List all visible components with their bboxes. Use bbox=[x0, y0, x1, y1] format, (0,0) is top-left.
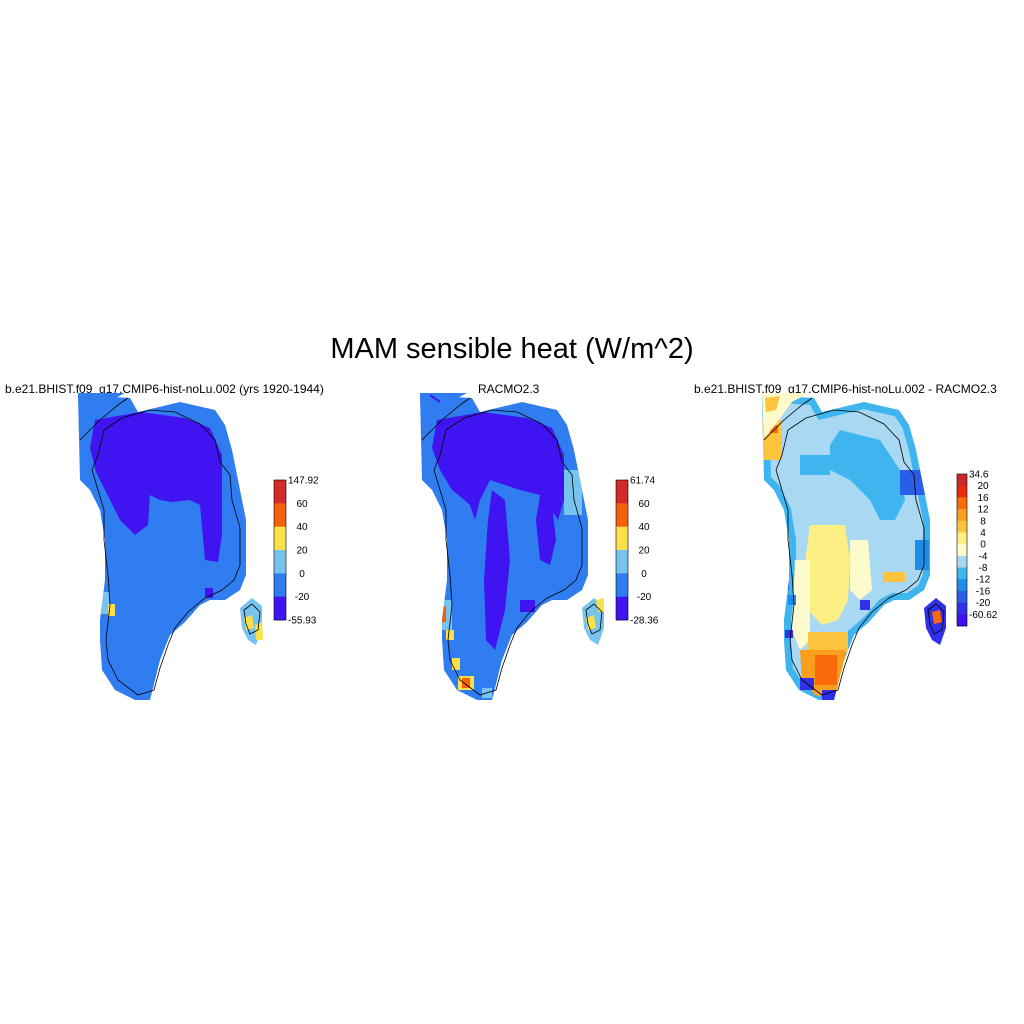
colorbar-tick-label: 60 bbox=[638, 499, 650, 510]
colorbar-tick-label: 16 bbox=[977, 493, 989, 504]
colorbar-swatch bbox=[957, 509, 967, 522]
colorbar-tick-label: -4 bbox=[979, 551, 988, 562]
colorbar-swatch bbox=[616, 503, 628, 527]
map-panel-racmo bbox=[420, 393, 604, 700]
colorbar-tick-label: -12 bbox=[976, 575, 991, 586]
colorbar-tick-label: -20 bbox=[976, 598, 991, 609]
panel-title-difference: b.e21.BHIST.f09_g17.CMIP6-hist-noLu.002 … bbox=[694, 382, 997, 396]
panel-title-racmo: RACMO2.3 bbox=[478, 382, 540, 396]
map-panel-model bbox=[78, 393, 263, 700]
colorbar-tick-label: 20 bbox=[638, 546, 650, 557]
colorbar-tick-label: -20 bbox=[637, 592, 652, 603]
colorbar-swatch bbox=[957, 544, 967, 557]
colorbar-model: 147.92 60 40 20 0 -20 -55.93 bbox=[273, 476, 319, 627]
colorbar-swatch bbox=[616, 480, 628, 504]
colorbar-frame bbox=[273, 479, 287, 621]
colorbar-tick-label: -8 bbox=[979, 563, 988, 574]
colorbar-tick-label: 60 bbox=[296, 499, 308, 510]
colorbar-tick-label: 8 bbox=[980, 516, 986, 527]
colorbar-tick-label: 147.92 bbox=[288, 476, 319, 487]
colorbar-tick-label: 20 bbox=[977, 481, 989, 492]
colorbar-tick-label: 0 bbox=[299, 569, 305, 580]
colorbar-tick-label: 40 bbox=[296, 522, 308, 533]
colorbar-tick-label: 4 bbox=[980, 528, 986, 539]
colorbar-frame bbox=[956, 473, 968, 627]
colorbar-tick-label: 0 bbox=[980, 540, 986, 551]
colorbar-tick-label: 0 bbox=[641, 569, 647, 580]
colorbar-swatch bbox=[616, 573, 628, 597]
colorbar-swatch bbox=[616, 596, 628, 621]
colorbar-swatch bbox=[274, 503, 286, 527]
map-panel-difference bbox=[762, 393, 946, 700]
colorbar-tick-label: 20 bbox=[296, 546, 308, 557]
colorbar-swatch bbox=[957, 555, 967, 568]
colorbar-swatch bbox=[616, 526, 628, 551]
colorbar-tick-label: 61.74 bbox=[630, 476, 655, 487]
colorbar-swatch bbox=[957, 485, 967, 498]
colorbar-swatch bbox=[274, 550, 286, 574]
panel-title-model: b.e21.BHIST.f09_g17.CMIP6-hist-noLu.002 … bbox=[5, 382, 324, 396]
colorbar-swatch bbox=[957, 602, 967, 615]
colorbar-tick-label: 34.6 bbox=[969, 470, 989, 481]
colorbar-swatch bbox=[957, 474, 967, 486]
colorbar-tick-label: -16 bbox=[976, 586, 991, 597]
colorbar-tick-label: -60.62 bbox=[969, 610, 998, 621]
colorbar-swatch bbox=[957, 520, 967, 533]
colorbar-swatch bbox=[274, 596, 286, 621]
colorbar-swatch bbox=[616, 550, 628, 574]
colorbar-swatch bbox=[274, 526, 286, 551]
colorbar-swatch bbox=[957, 567, 967, 580]
colorbar-tick-label: -28.36 bbox=[630, 616, 659, 627]
colorbar-tick-label: -55.93 bbox=[288, 616, 317, 627]
colorbar-swatch bbox=[274, 480, 286, 504]
colorbar-tick-label: -20 bbox=[295, 592, 310, 603]
colorbar-swatch bbox=[957, 532, 967, 545]
colorbar-frame bbox=[615, 479, 629, 621]
colorbar-swatch bbox=[957, 614, 967, 627]
colorbar-swatch bbox=[957, 579, 967, 592]
colorbar-racmo: 61.74 60 40 20 0 -20 -28.36 bbox=[615, 476, 659, 627]
figure-title: MAM sensible heat (W/m^2) bbox=[330, 333, 694, 365]
colorbar-swatch bbox=[957, 497, 967, 510]
colorbar-swatch bbox=[274, 573, 286, 597]
colorbar-tick-label: 12 bbox=[977, 505, 989, 516]
colorbar-swatch bbox=[957, 590, 967, 603]
colorbar-tick-label: 40 bbox=[638, 522, 650, 533]
